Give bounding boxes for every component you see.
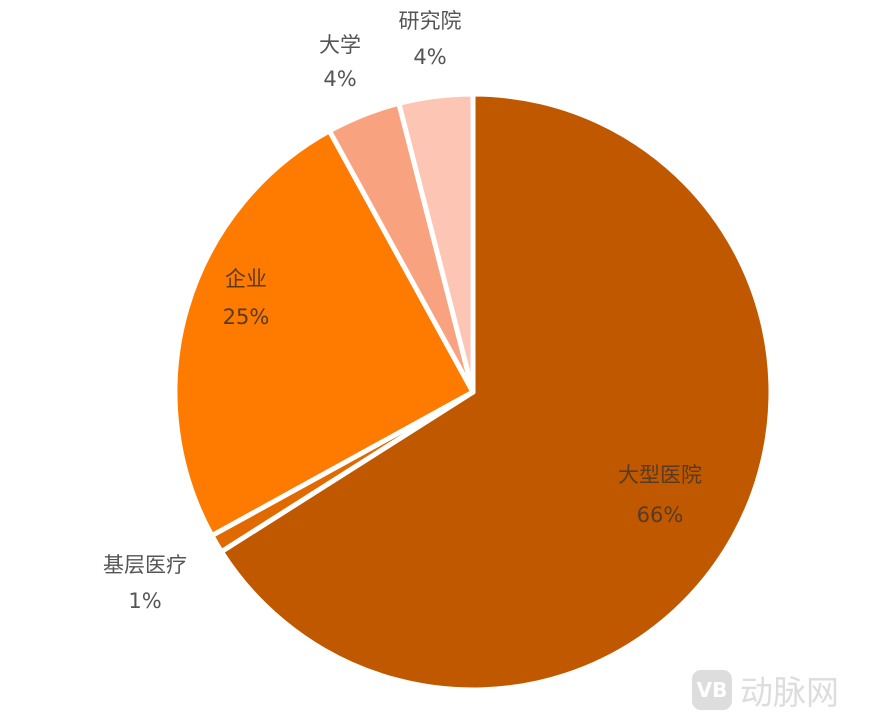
slice-percent-1: 1% [128,589,161,613]
pie-slice-0 [218,91,774,693]
slice-percent-2: 25% [223,305,270,329]
slice-label-2: 企业 [225,267,267,291]
slice-label-1: 基层医疗 [103,553,187,577]
watermark-logo: VB [692,670,732,710]
watermark-text: 动脉网 [740,673,839,712]
pie-slice-2 [172,128,476,539]
slice-percent-3: 4% [323,67,356,91]
slice-label-4: 研究院 [399,9,462,33]
slice-percent-0: 66% [637,503,684,527]
watermark: VB 动脉网 [692,666,839,714]
slice-percent-4: 4% [413,45,446,69]
pie-slice-4 [396,91,476,395]
slice-label-0: 大型医院 [618,463,702,487]
slice-label-3: 大学 [319,33,361,57]
